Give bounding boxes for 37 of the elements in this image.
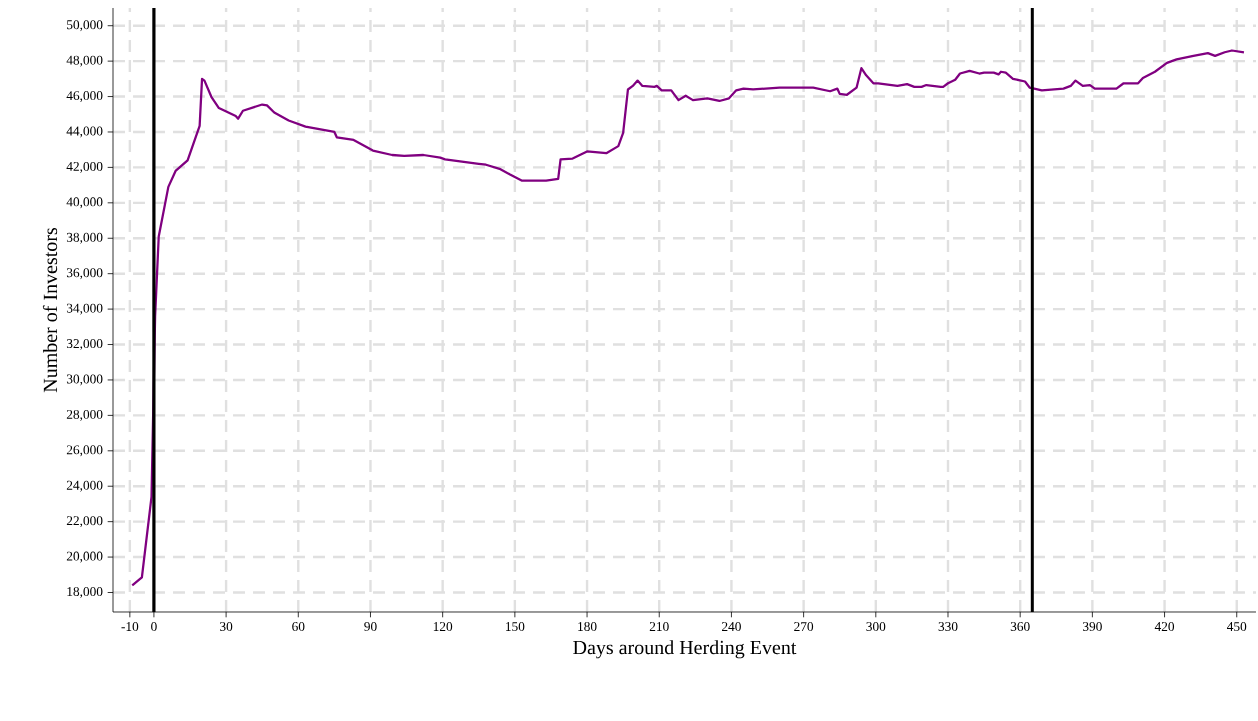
x-tick-label: 120 xyxy=(433,622,453,632)
y-tick-label: 50,000 xyxy=(67,20,103,32)
y-tick-label: 28,000 xyxy=(66,409,103,421)
y-tick-label: 48,000 xyxy=(66,55,103,67)
x-tick-label: 30 xyxy=(220,622,233,632)
y-tick-label: 46,000 xyxy=(66,91,103,103)
x-tick-label: 150 xyxy=(506,622,525,632)
y-tick-label: 40,000 xyxy=(66,197,103,209)
x-tick-label: 300 xyxy=(866,622,886,632)
y-tick-label: 36,000 xyxy=(66,268,103,280)
y-tick-label: 38,000 xyxy=(66,232,103,244)
y-tick-label: 24,000 xyxy=(66,480,103,492)
x-tick-label: 240 xyxy=(722,622,741,632)
y-tick-label: 30,000 xyxy=(66,374,103,386)
y-axis-title: Number of Investors xyxy=(42,227,58,393)
x-tick-label: 60 xyxy=(292,622,305,632)
x-tick-label: 390 xyxy=(1083,622,1102,632)
x-tick-label: 210 xyxy=(649,622,669,632)
line-series xyxy=(131,49,1246,587)
x-axis-title: Days around Herding Event xyxy=(573,640,797,659)
y-tick-label: 26,000 xyxy=(66,445,103,457)
y-tick-label: 42,000 xyxy=(66,161,103,173)
y-tick-label: 20,000 xyxy=(66,551,103,563)
x-tick-label: 270 xyxy=(794,622,814,632)
y-tick-label: 22,000 xyxy=(66,516,103,528)
y-tick-label: 18,000 xyxy=(67,587,103,598)
x-tick-label: 180 xyxy=(578,622,597,632)
x-tick-label: 0 xyxy=(151,622,157,632)
x-tick-label: 90 xyxy=(364,622,377,632)
y-tick-label: 32,000 xyxy=(66,339,103,350)
x-tick-label: 360 xyxy=(1010,622,1030,632)
x-tick-label: -10 xyxy=(121,622,139,632)
x-tick-label: 450 xyxy=(1227,622,1247,632)
x-tick-label: 420 xyxy=(1154,622,1175,632)
y-tick-label: 34,000 xyxy=(66,303,103,315)
x-tick-label: 330 xyxy=(938,622,958,632)
y-tick-label: 44,000 xyxy=(66,126,103,138)
